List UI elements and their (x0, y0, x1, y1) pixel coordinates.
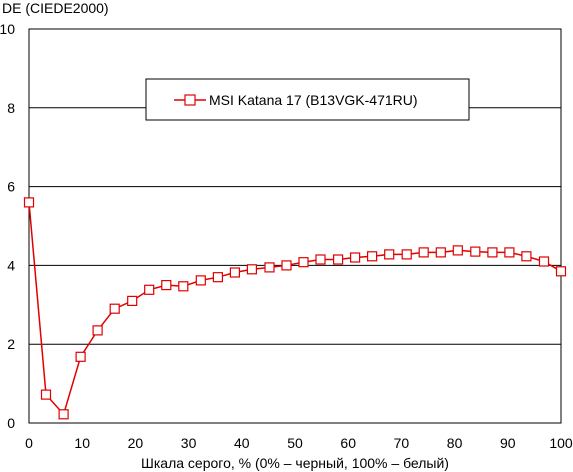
data-point-marker (333, 254, 344, 265)
data-point-marker (178, 281, 189, 292)
data-point-marker (401, 249, 412, 260)
data-point-marker (246, 264, 257, 275)
data-point-marker (350, 252, 361, 263)
data-point-marker (555, 266, 567, 277)
data-point-marker (298, 257, 309, 268)
legend-marker-sample (184, 94, 196, 106)
data-point-marker (161, 280, 172, 291)
y-tick-label: 10 (0, 21, 15, 37)
data-point-marker (144, 284, 155, 295)
data-point-marker (40, 389, 52, 400)
x-tick-label: 0 (25, 435, 33, 451)
data-point-marker (470, 246, 481, 257)
data-point-marker (92, 325, 103, 336)
data-point-marker (315, 254, 326, 265)
data-point-marker (435, 247, 446, 258)
data-point-marker (195, 275, 206, 286)
data-point-marker (418, 247, 429, 258)
data-point-marker (212, 272, 223, 283)
grid-lines (29, 107, 561, 345)
y-tick-label: 6 (7, 179, 15, 195)
data-point-marker (521, 251, 532, 262)
data-point-marker (452, 245, 463, 256)
data-point-marker (367, 251, 378, 262)
data-point-marker (281, 260, 292, 271)
y-tick-label: 4 (7, 257, 15, 273)
data-point-marker (23, 197, 35, 208)
x-tick-label: 20 (128, 435, 144, 451)
x-tick-label: 80 (447, 435, 463, 451)
x-tick-label: 40 (234, 435, 250, 451)
data-point-marker (538, 256, 550, 267)
data-point-marker (264, 262, 275, 273)
plot-area-frame (28, 28, 562, 424)
x-axis-label: Шкала серого, % (0% – черный, 100% – бел… (141, 455, 449, 471)
data-point-marker (504, 247, 515, 258)
x-tick-labels: 0 10 20 30 40 50 60 70 80 90 100 (25, 435, 573, 451)
x-tick-label: 100 (549, 435, 573, 451)
x-tick-label: 90 (500, 435, 516, 451)
y-tick-label: 0 (7, 415, 15, 431)
x-tick-label: 70 (394, 435, 410, 451)
legend-label: MSI Katana 17 (B13VGK-471RU) (209, 92, 418, 108)
y-tick-labels: 0 2 4 6 8 10 (0, 21, 15, 431)
x-tick-label: 30 (181, 435, 197, 451)
x-tick-label: 10 (74, 435, 90, 451)
series-line (28, 202, 562, 416)
data-point-marker (127, 295, 138, 306)
data-point-marker (75, 351, 86, 362)
y-tick-label: 2 (7, 336, 15, 352)
data-point-marker (109, 303, 120, 314)
data-point-marker (487, 247, 498, 258)
legend: MSI Katana 17 (B13VGK-471RU) (145, 78, 470, 121)
data-point-marker (58, 409, 69, 420)
data-point-marker (229, 267, 240, 278)
y-axis-label: DE (CIEDE2000) (2, 0, 109, 16)
x-tick-label: 50 (287, 435, 303, 451)
y-tick-label: 8 (7, 100, 15, 116)
series-layer (23, 197, 567, 420)
data-point-marker (384, 249, 395, 260)
x-tick-label: 60 (340, 435, 356, 451)
